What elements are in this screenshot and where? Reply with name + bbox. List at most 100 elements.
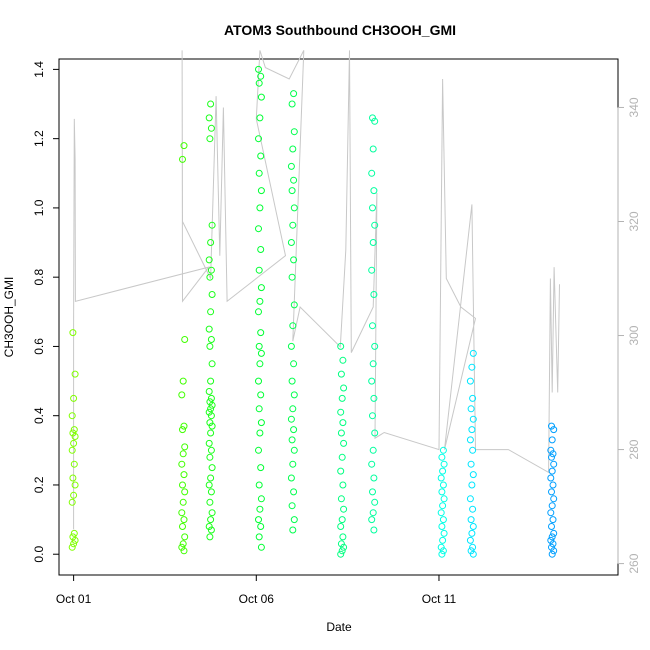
data-point — [206, 498, 214, 506]
data-point — [550, 547, 558, 555]
data-point — [337, 408, 345, 416]
data-point — [288, 273, 296, 281]
data-point — [290, 256, 298, 264]
point-group — [466, 349, 477, 558]
data-points-layer — [68, 65, 558, 558]
data-point — [290, 426, 298, 434]
data-point — [369, 488, 376, 496]
data-point — [206, 135, 214, 143]
data-point — [179, 426, 186, 434]
data-point — [338, 394, 346, 402]
data-point — [289, 145, 297, 153]
data-point — [70, 529, 78, 537]
point-group — [337, 342, 348, 558]
data-point — [208, 422, 216, 430]
data-point — [289, 460, 297, 468]
data-point — [288, 187, 296, 195]
data-point — [257, 391, 265, 399]
data-point — [70, 394, 78, 402]
data-point — [369, 360, 377, 368]
data-point — [371, 221, 379, 229]
point-group — [547, 422, 558, 558]
data-point — [287, 474, 295, 482]
y-axis-label: CH3OOH_GMI — [2, 277, 16, 358]
data-point — [467, 547, 475, 555]
data-point — [71, 481, 79, 489]
data-point — [255, 446, 262, 454]
data-point — [255, 516, 262, 524]
data-point — [337, 550, 345, 558]
data-point — [208, 360, 216, 368]
data-point — [256, 360, 264, 368]
data-point — [207, 474, 215, 482]
y-tick-label: 0.0 — [32, 546, 46, 563]
data-point — [255, 405, 263, 413]
data-point — [340, 384, 348, 392]
data-point — [256, 114, 264, 122]
data-point — [207, 446, 215, 454]
data-point — [256, 297, 264, 305]
data-point — [466, 377, 474, 385]
data-point — [255, 533, 263, 541]
data-point — [181, 443, 189, 451]
data-point — [368, 377, 376, 385]
data-point — [550, 529, 558, 537]
data-point — [181, 488, 189, 496]
data-point — [255, 169, 263, 177]
data-point — [255, 225, 262, 233]
data-point — [69, 429, 77, 437]
y-axis-right: 260 280 300 320 340 — [617, 97, 641, 574]
data-point — [70, 460, 78, 468]
data-point — [369, 204, 376, 212]
data-point — [256, 204, 264, 212]
data-point — [368, 460, 376, 468]
data-point — [437, 509, 445, 517]
data-point — [369, 446, 377, 454]
data-point — [468, 426, 476, 434]
data-point — [369, 412, 376, 420]
data-point — [205, 408, 213, 416]
data-point — [467, 516, 475, 524]
data-point — [438, 550, 446, 558]
data-point — [257, 72, 265, 80]
data-point — [547, 474, 555, 482]
data-point — [71, 370, 79, 378]
data-point — [179, 523, 186, 530]
data-point — [205, 256, 213, 264]
data-point — [467, 460, 475, 468]
data-point — [337, 467, 345, 475]
data-point — [548, 550, 556, 558]
y2-tick-label: 280 — [627, 439, 641, 459]
data-point — [370, 291, 378, 298]
data-point — [547, 509, 555, 517]
data-point — [290, 204, 298, 212]
data-point — [339, 419, 347, 427]
data-point — [467, 405, 475, 413]
data-point — [207, 516, 215, 524]
data-point — [290, 488, 298, 496]
secondary-series-line-layer — [73, 50, 560, 530]
data-point — [468, 481, 476, 489]
data-point — [287, 415, 295, 423]
data-point — [179, 540, 187, 548]
data-point — [287, 162, 295, 170]
data-point — [207, 266, 215, 274]
y2-tick-label: 340 — [627, 97, 641, 117]
point-group — [368, 114, 379, 534]
data-point — [257, 93, 265, 101]
data-point — [205, 481, 213, 489]
data-point — [207, 308, 215, 316]
data-point — [550, 460, 558, 468]
data-point — [469, 349, 477, 357]
data-point — [340, 505, 348, 513]
data-point — [290, 128, 298, 136]
y-tick-label: 1.2 — [32, 130, 46, 147]
data-point — [288, 502, 296, 510]
data-point — [369, 239, 377, 246]
data-point — [548, 488, 555, 496]
point-group — [287, 90, 298, 534]
y-tick-label: 1.0 — [32, 199, 46, 216]
data-point — [466, 436, 474, 444]
data-point — [207, 488, 215, 496]
